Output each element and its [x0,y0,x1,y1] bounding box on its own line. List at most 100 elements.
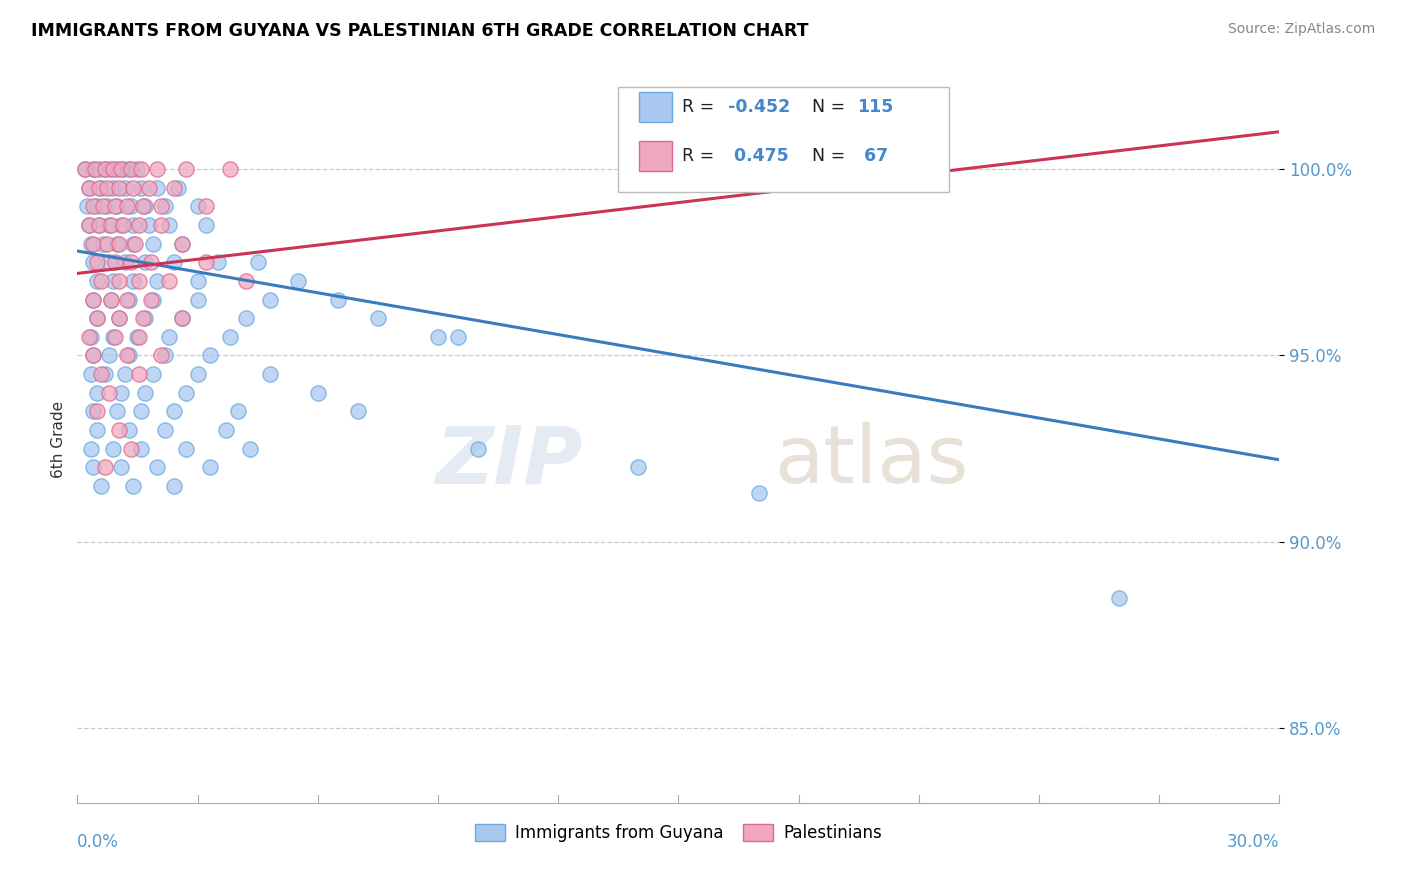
Point [79,218,101,232]
Text: N =: N = [811,98,851,116]
Point [186,274,209,288]
Point [307,385,329,400]
Point [122,274,145,288]
Point [117,348,139,362]
Point [131,180,153,194]
Point [162,255,184,269]
Text: 67: 67 [858,147,887,165]
Point [146,180,169,194]
Text: N =: N = [811,147,851,165]
Point [118,348,141,362]
Point [239,442,262,456]
Point [122,479,145,493]
Point [131,404,153,418]
Point [79,180,101,194]
Text: R =: R = [682,147,720,165]
Point [75,161,97,176]
Point [194,199,217,213]
Point [82,236,104,251]
Point [104,199,127,213]
Point [80,367,103,381]
Point [259,293,281,307]
Point [86,311,108,326]
Point [82,348,104,362]
Point [218,330,240,344]
Point [107,161,129,176]
Point [108,180,131,194]
Point [134,255,156,269]
Point [186,199,209,213]
Point [155,348,177,362]
Point [132,199,155,213]
Point [194,218,217,232]
Point [174,442,197,456]
Point [367,311,389,326]
Point [134,199,156,213]
Point [207,255,229,269]
Point [86,404,108,418]
Point [287,274,309,288]
Point [103,274,125,288]
Point [89,218,111,232]
Point [94,367,117,381]
Point [218,161,240,176]
Point [82,460,104,475]
Point [132,311,155,326]
Point [84,161,107,176]
Point [108,236,131,251]
Point [104,255,127,269]
Point [79,218,101,232]
Point [142,293,165,307]
Point [110,385,132,400]
Point [93,236,115,251]
Point [134,311,156,326]
Point [79,330,101,344]
FancyBboxPatch shape [638,142,672,171]
FancyBboxPatch shape [638,93,672,122]
Point [150,199,173,213]
Point [159,274,181,288]
Point [108,423,131,437]
Point [96,236,118,251]
Point [138,218,160,232]
Point [627,460,650,475]
Point [170,236,193,251]
Point [103,442,125,456]
Point [100,161,122,176]
Point [96,180,118,194]
Point [86,274,108,288]
Text: R =: R = [682,98,720,116]
Point [118,293,141,307]
Point [86,423,108,437]
Point [100,293,122,307]
Point [226,404,249,418]
Point [170,311,193,326]
Point [98,385,121,400]
Point [128,218,150,232]
Text: -0.452: -0.452 [728,98,790,116]
Point [427,330,450,344]
Point [235,311,257,326]
Point [100,293,122,307]
Point [80,330,103,344]
Point [128,367,150,381]
Point [124,236,146,251]
Point [75,161,97,176]
Point [326,293,349,307]
Point [114,180,136,194]
Text: 0.475: 0.475 [728,147,789,165]
Point [447,330,470,344]
Point [82,348,104,362]
Text: 115: 115 [858,98,894,116]
Point [98,218,121,232]
Point [107,236,129,251]
Point [146,274,169,288]
Point [86,311,108,326]
Point [155,199,177,213]
Point [89,161,111,176]
Point [90,180,112,194]
Point [122,218,145,232]
Point [98,255,121,269]
Point [166,180,188,194]
Point [94,161,117,176]
